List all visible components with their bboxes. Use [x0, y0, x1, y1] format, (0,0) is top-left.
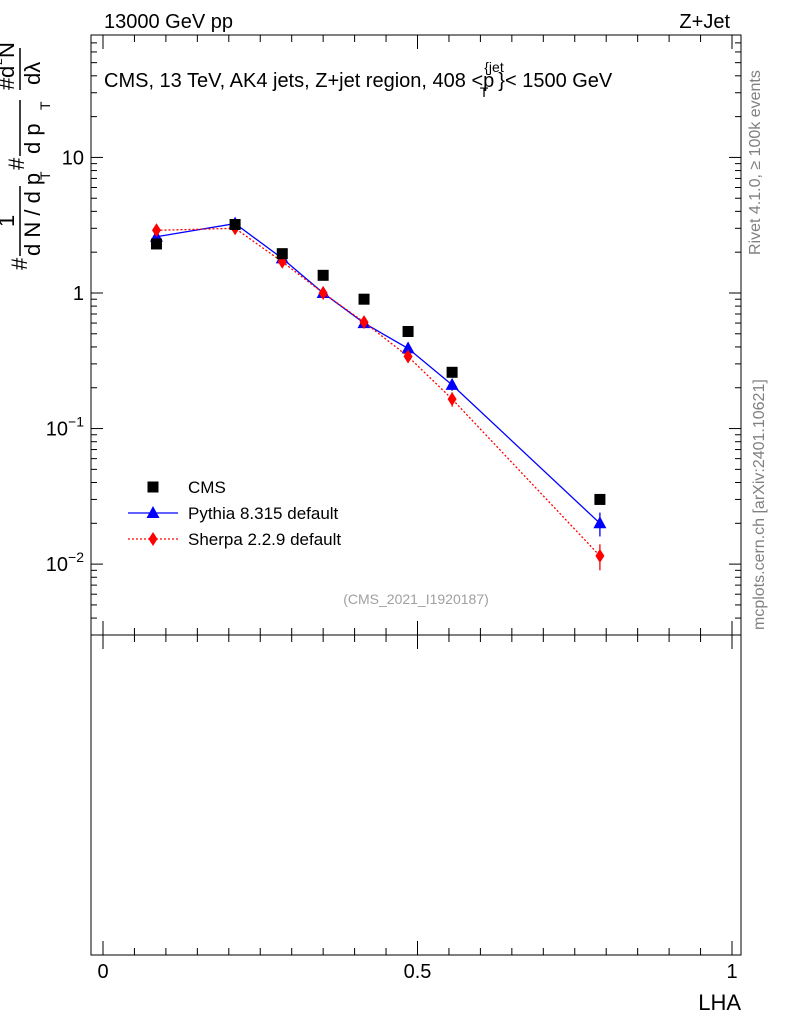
- legend-label: Sherpa 2.2.9 default: [188, 530, 341, 549]
- data-point: [594, 493, 606, 505]
- plot-title-sub: T: [480, 84, 489, 100]
- x-tick-labels: 0 0.5 1: [97, 961, 737, 983]
- legend-marker: [146, 506, 160, 518]
- data-point: [317, 269, 329, 281]
- y-tick-label: 10−1: [46, 414, 84, 441]
- legend: CMS Pythia 8.315 default Sherpa 2.2.9 defa…: [128, 478, 341, 549]
- plot-title-prefix: CMS, 13 TeV, AK4 jets, Z+jet region, 408…: [104, 70, 494, 92]
- legend-entry: CMS: [147, 478, 226, 497]
- analysis-watermark: (CMS_2021_I1920187): [343, 591, 489, 607]
- series-layer: [149, 216, 607, 571]
- data-point: [447, 392, 457, 407]
- plot-title: CMS, 13 TeV, AK4 jets, Z+jet region, 408…: [104, 59, 613, 100]
- y-label-dN: d N / d p: [20, 173, 45, 256]
- legend-label: Pythia 8.315 default: [188, 504, 339, 523]
- legend-marker: [148, 532, 158, 546]
- x-axis-label: LHA: [698, 990, 741, 1015]
- x-tick-label: 1: [726, 961, 737, 983]
- y-label-dlambda: dλ: [20, 62, 45, 85]
- data-point: [445, 377, 459, 390]
- y-label-d2N-sup: 2: [0, 58, 5, 65]
- y-label-d2N-d: d: [0, 66, 19, 78]
- x-tick-label: 0.5: [404, 961, 432, 983]
- y-label-dp: d p: [20, 123, 45, 154]
- y-tick-label: 10−2: [46, 549, 84, 576]
- legend-label: CMS: [188, 478, 226, 497]
- data-point: [150, 238, 162, 250]
- y-label-T: T: [37, 171, 53, 180]
- y-tick-label: 1: [73, 283, 84, 305]
- series-cms: [150, 219, 606, 505]
- tick-marks: [91, 34, 741, 955]
- source-label: mcplots.cern.ch [arXiv:2401.10621]: [751, 379, 768, 630]
- series-line: [156, 227, 601, 557]
- y-tick-label: 10: [62, 147, 84, 169]
- process-label: Z+Jet: [679, 11, 730, 33]
- data-point: [595, 548, 605, 563]
- y-label-hash: #: [7, 257, 32, 270]
- data-point: [358, 293, 370, 305]
- legend-entry: Sherpa 2.2.9 default: [128, 530, 341, 549]
- ratio-plot-frame: [90, 634, 742, 956]
- plot-title-suffix: }< 1500 GeV: [498, 70, 613, 92]
- data-point: [402, 325, 414, 337]
- rivet-label: Rivet 4.1.0, ≥ 100k events: [747, 70, 764, 255]
- y-label-one: 1: [0, 215, 19, 227]
- x-tick-label: 0: [97, 961, 108, 983]
- data-point: [401, 341, 415, 354]
- data-point: [276, 248, 288, 260]
- y-label-hash3: #: [0, 77, 19, 90]
- data-point: [593, 516, 607, 529]
- data-point: [229, 219, 241, 231]
- y-label-d2N-N: N: [0, 42, 19, 58]
- plot-title-sup: {jet: [484, 59, 504, 75]
- data-point: [446, 366, 458, 378]
- y-label-T2: T: [37, 101, 53, 110]
- data-point: [151, 223, 161, 238]
- data-point: [318, 285, 328, 300]
- y-label-hash2: #: [4, 157, 29, 170]
- energy-label: 13000 GeV pp: [104, 11, 233, 33]
- legend-marker: [147, 481, 159, 493]
- y-tick-labels: 10−2 10−1 1 10: [46, 147, 84, 576]
- legend-entry: Pythia 8.315 default: [128, 504, 339, 523]
- y-axis-label: # 1 d N / d p T # d p T # dλ d 2 N: [0, 42, 53, 270]
- data-point: [359, 315, 369, 330]
- data-point: [403, 349, 413, 364]
